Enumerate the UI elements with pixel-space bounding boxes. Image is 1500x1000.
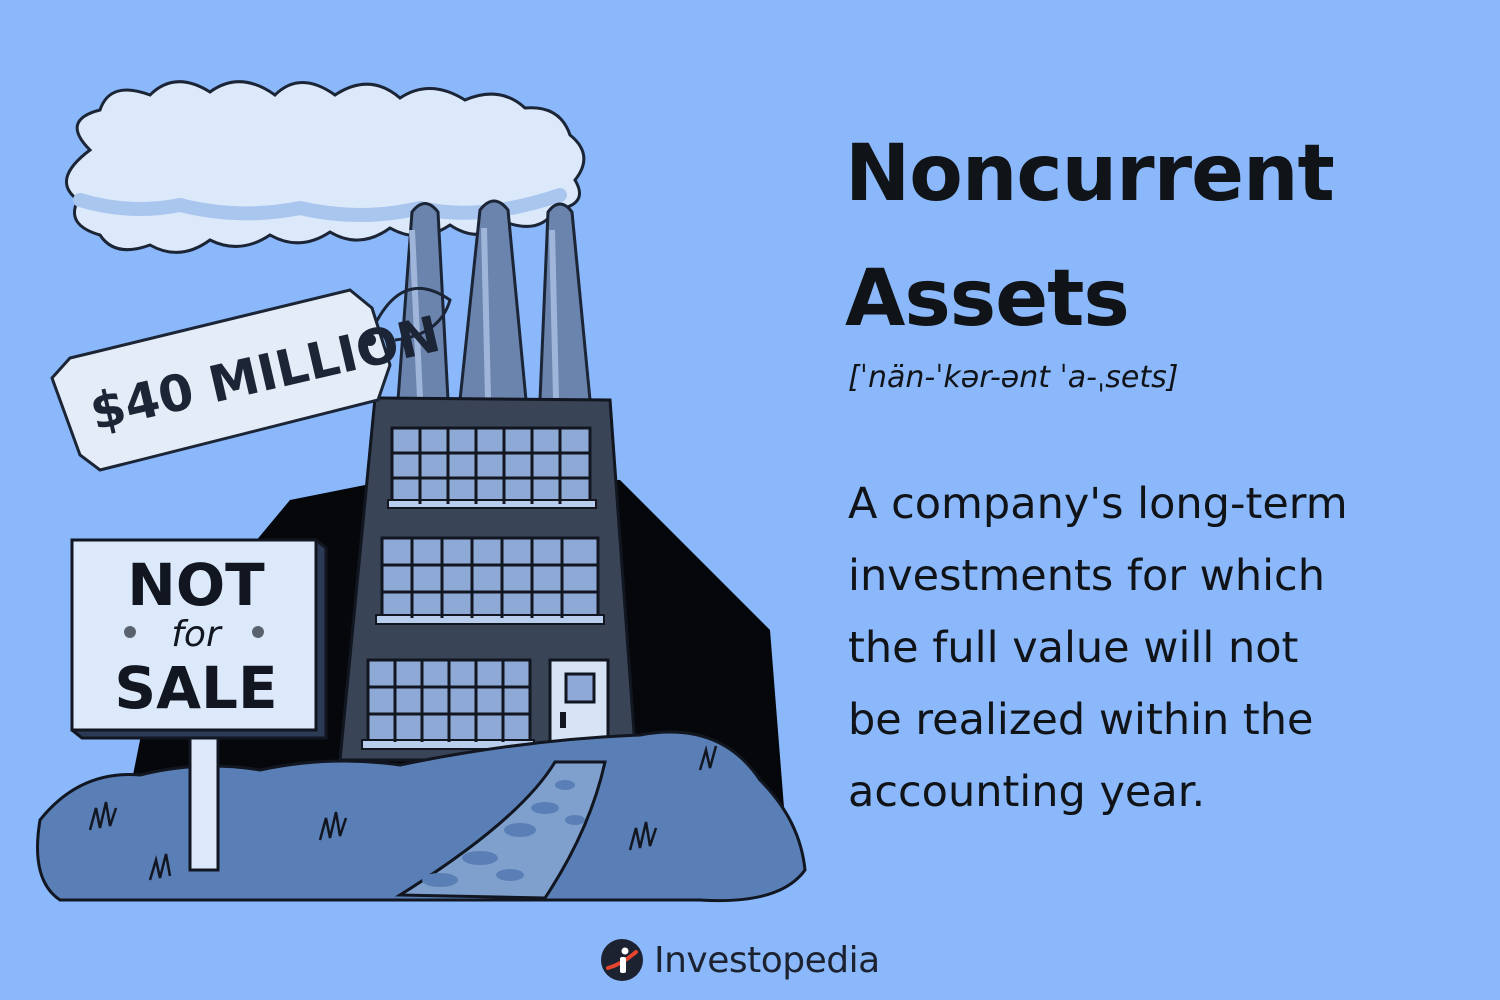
definition-line: A company's long-term [848, 479, 1348, 529]
pronunciation: [ˈnän-ˈkər-ənt ˈa-ˌsets] [848, 360, 1179, 395]
sign-not: NOT [127, 551, 265, 619]
definition-line: investments for which [848, 551, 1325, 601]
investopedia-logo-icon [601, 939, 643, 981]
investopedia-logo: Investopedia [600, 932, 880, 988]
not-for-sale-sign: NOT for SALE [70, 538, 328, 872]
definition-line: accounting year. [848, 767, 1206, 817]
title-line: Noncurrent [845, 129, 1335, 219]
brand-name: Investopedia [654, 939, 880, 981]
definition-line: be realized within the [848, 695, 1314, 745]
factory-building [338, 396, 638, 762]
chimneys [396, 199, 592, 402]
pathway [394, 760, 607, 900]
cloud-smoke [65, 80, 586, 254]
definition-line: the full value will not [848, 623, 1299, 673]
ground-hill [36, 730, 807, 903]
page-title: Noncurrent Assets [845, 112, 1465, 362]
sign-sale: SALE [114, 654, 277, 722]
title-line: Assets [845, 254, 1130, 344]
definition: A company's long-term investments for wh… [848, 468, 1468, 828]
sign-for: for [171, 614, 223, 655]
factory-illustration: $40 MILLION NOT for SALE [36, 80, 807, 903]
